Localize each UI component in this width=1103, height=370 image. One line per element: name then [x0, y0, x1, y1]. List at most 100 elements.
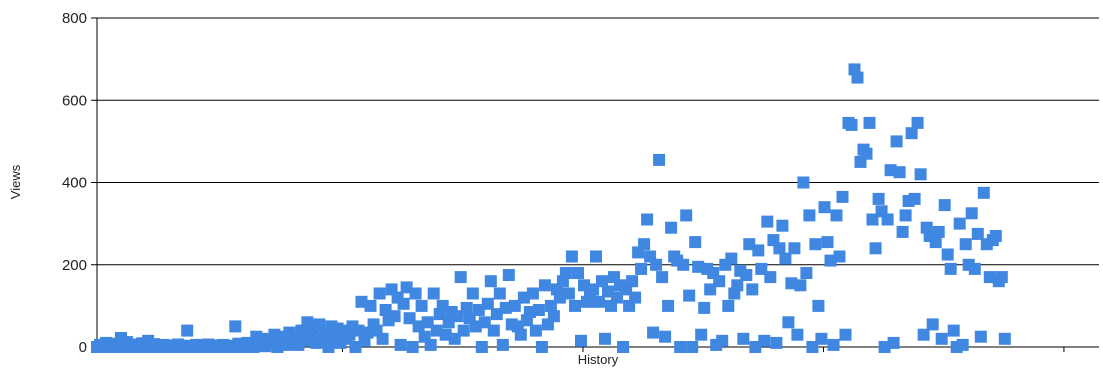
data-point [508, 299, 521, 312]
data-point [538, 279, 551, 292]
data-point [833, 250, 846, 263]
data-point [662, 299, 675, 312]
y-tick-label-200: 200 [62, 257, 87, 274]
data-point [758, 334, 771, 347]
data-point [968, 262, 981, 275]
data-point [532, 304, 545, 316]
data-point [725, 252, 738, 265]
data-point [427, 287, 440, 300]
data-point [812, 299, 825, 312]
data-point [376, 332, 389, 345]
data-point [502, 269, 515, 281]
data-points [91, 63, 1011, 353]
data-point [481, 297, 494, 310]
data-point [827, 338, 840, 351]
data-point [890, 135, 903, 148]
data-point [938, 199, 951, 212]
y-tick-label-600: 600 [62, 92, 87, 109]
data-point [830, 209, 843, 222]
data-point [496, 338, 509, 351]
data-point [650, 258, 663, 271]
data-point [683, 289, 696, 302]
data-point [965, 207, 978, 220]
data-point [424, 338, 437, 351]
data-point [794, 279, 807, 292]
data-point [364, 299, 377, 312]
data-point [791, 328, 804, 341]
data-point [779, 252, 792, 265]
data-point [926, 318, 939, 331]
data-point [998, 332, 1011, 345]
data-point [572, 267, 584, 279]
data-point [722, 299, 735, 312]
data-point [887, 336, 900, 349]
data-point [412, 320, 425, 333]
data-point [989, 230, 1002, 242]
data-point [899, 209, 912, 222]
data-point [680, 209, 693, 222]
data-point [695, 328, 708, 341]
data-point [659, 330, 672, 343]
data-point [406, 341, 419, 353]
x-axis-label: History [578, 352, 619, 367]
data-point [181, 324, 194, 337]
data-point [866, 213, 879, 226]
y-axis-label: Views [8, 164, 23, 199]
data-point [839, 328, 852, 341]
data-point [665, 221, 678, 234]
data-point [905, 127, 918, 140]
data-point [686, 341, 699, 353]
data-point [947, 324, 960, 337]
data-point [773, 242, 786, 255]
data-point [397, 297, 410, 310]
data-point [932, 225, 945, 238]
data-point [929, 236, 942, 249]
data-point [845, 118, 858, 131]
data-point [788, 242, 801, 255]
data-point [638, 238, 651, 251]
data-point [454, 271, 467, 284]
data-point [797, 176, 810, 189]
data-point [953, 217, 966, 230]
data-point [677, 258, 690, 271]
data-point [656, 271, 669, 284]
data-point [562, 287, 575, 300]
data-point [322, 341, 335, 353]
data-point [917, 328, 930, 341]
y-tick-labels: 0 200 400 600 800 [62, 10, 87, 356]
data-point [737, 332, 750, 345]
data-point [247, 341, 260, 353]
data-point [959, 238, 972, 251]
y-tick-label-800: 800 [62, 10, 87, 27]
y-tick-label-400: 400 [62, 175, 87, 192]
data-point [815, 332, 828, 345]
data-point [409, 287, 422, 300]
data-point [547, 310, 560, 323]
data-point [229, 320, 242, 333]
data-point [596, 275, 608, 288]
data-point [908, 192, 921, 205]
data-point [617, 341, 630, 353]
data-point [394, 338, 407, 351]
data-point [674, 341, 687, 353]
data-point [809, 238, 822, 251]
data-point [956, 338, 969, 351]
data-point [860, 147, 873, 160]
data-point [529, 324, 542, 337]
data-point [590, 250, 602, 263]
data-point [863, 116, 876, 129]
data-point [466, 287, 479, 300]
data-point [971, 227, 984, 240]
data-point [565, 250, 578, 263]
data-point [475, 341, 488, 353]
data-point [611, 291, 623, 304]
data-point [559, 267, 572, 279]
data-point [770, 336, 783, 349]
data-point [803, 209, 816, 222]
data-point [896, 225, 909, 238]
data-point [698, 301, 711, 314]
data-point [641, 213, 654, 226]
data-point [776, 219, 789, 232]
data-point [944, 262, 957, 275]
data-point [415, 299, 428, 312]
